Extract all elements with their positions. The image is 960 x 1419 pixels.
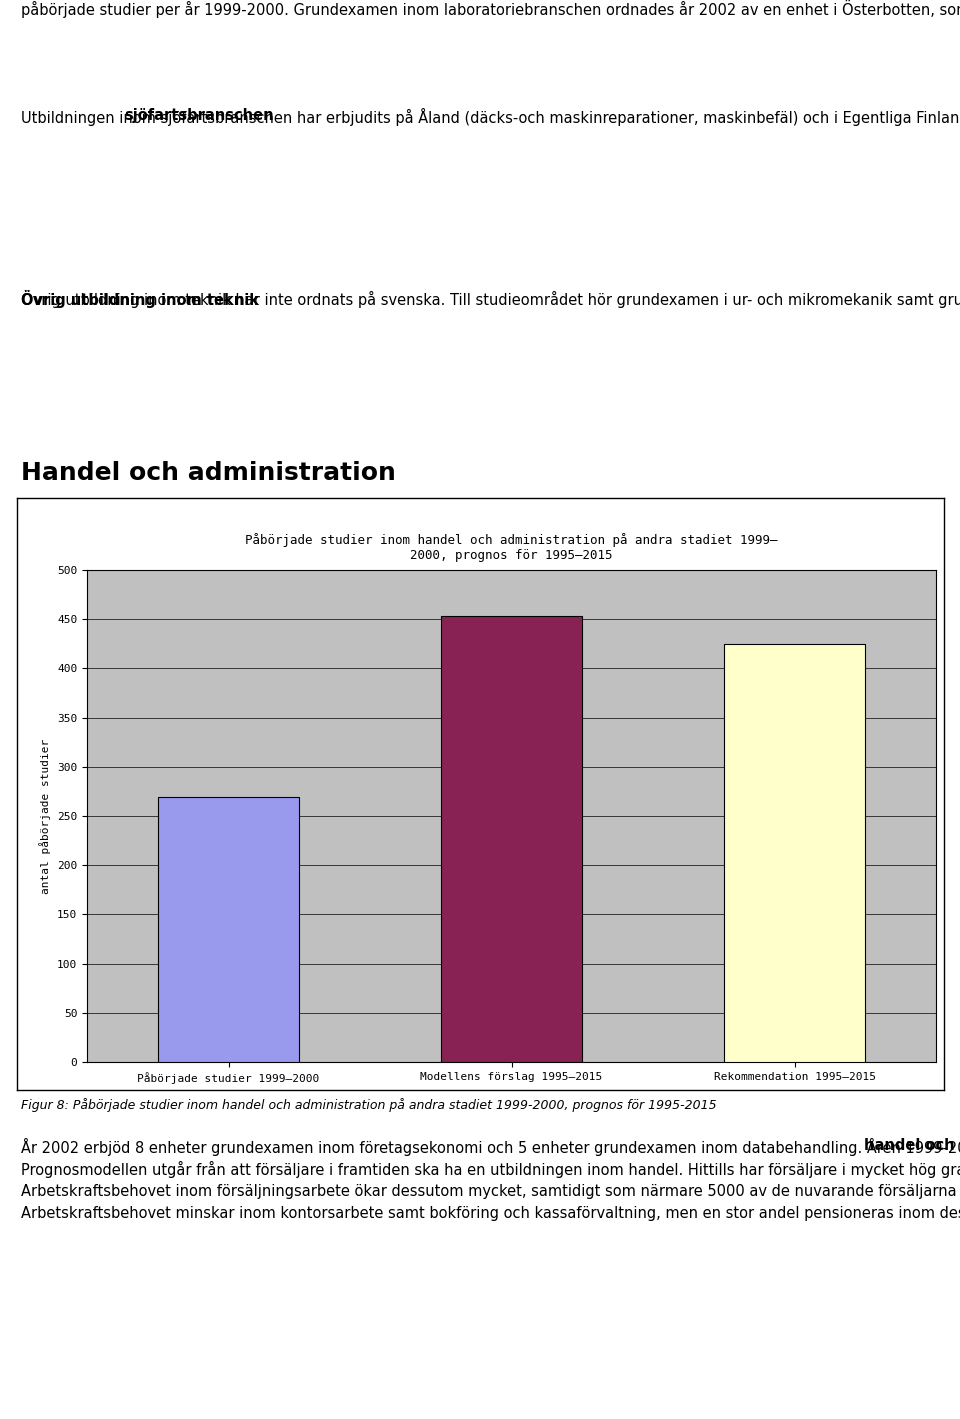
- Text: handel och administration: handel och administration: [864, 1138, 960, 1154]
- Text: Figur 8: Påbörjade studier inom handel och administration på andra stadiet 1999-: Figur 8: Påbörjade studier inom handel o…: [21, 1098, 717, 1112]
- Bar: [441, 616, 583, 1061]
- Text: Handel och administration: Handel och administration: [21, 461, 396, 485]
- Text: År 2002 erbjöd 8 enheter grundexamen inom företagsekonomi och 5 enheter grundexa: År 2002 erbjöd 8 enheter grundexamen ino…: [21, 1138, 960, 1220]
- Text: Övrig utbildning inom teknik har inte ordnats på svenska. Till studieområdet hör: Övrig utbildning inom teknik har inte or…: [21, 289, 960, 308]
- Y-axis label: antal påbörjade studier: antal påbörjade studier: [39, 738, 52, 894]
- Text: Utbildningen inom sjöfartsbranschen har erbjudits på Åland (däcks-och maskinrepa: Utbildningen inom sjöfartsbranschen har …: [21, 108, 960, 126]
- Title: Påbörjade studier inom handel och administration på andra stadiet 1999–
2000, pr: Påbörjade studier inom handel och admini…: [245, 534, 778, 562]
- Text: Övrig utbildning inom teknik: Övrig utbildning inom teknik: [21, 289, 259, 308]
- Bar: [724, 644, 865, 1061]
- Text: sjöfartsbranschen: sjöfartsbranschen: [125, 108, 274, 123]
- Text: påbörjade studier per år 1999-2000. Grundexamen inom laboratoriebranschen ordnad: påbörjade studier per år 1999-2000. Grun…: [21, 0, 960, 18]
- Bar: [157, 797, 300, 1061]
